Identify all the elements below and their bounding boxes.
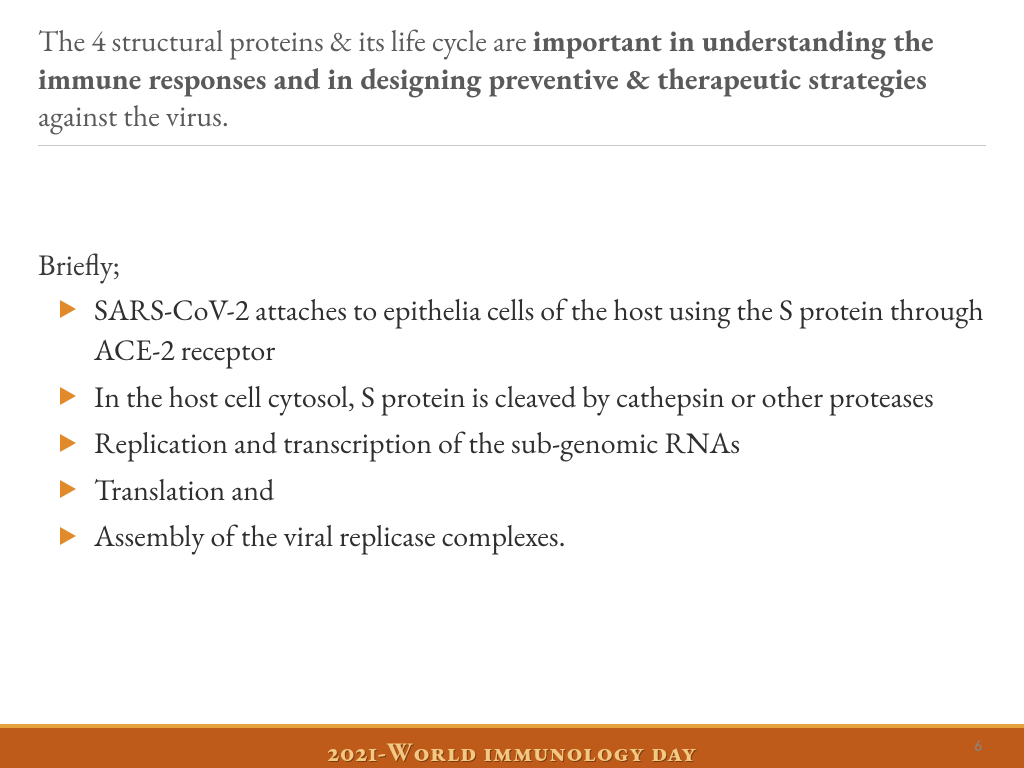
body-block: Briefly; SARS-CoV-2 attaches to epitheli…	[38, 245, 986, 563]
list-item: Assembly of the viral replicase complexe…	[60, 516, 986, 557]
footer-text: 2021-World immunology day	[0, 732, 1024, 768]
bullet-text: SARS-CoV-2 attaches to epithelia cells o…	[94, 290, 984, 370]
bullet-text: Assembly of the viral replicase complexe…	[94, 516, 565, 555]
list-item: SARS-CoV-2 attaches to epithelia cells o…	[60, 290, 986, 371]
bullet-text: In the host cell cytosol, S protein is c…	[94, 377, 934, 416]
bullet-text: Replication and transcription of the sub…	[94, 423, 740, 462]
title-post: against the virus.	[38, 96, 229, 135]
title-block: The 4 structural proteins & its life cyc…	[38, 22, 986, 146]
bullet-list: SARS-CoV-2 attaches to epithelia cells o…	[38, 290, 986, 557]
list-item: Replication and transcription of the sub…	[60, 423, 986, 464]
list-item: Translation and	[60, 470, 986, 511]
bullet-text: Translation and	[94, 470, 274, 509]
list-item: In the host cell cytosol, S protein is c…	[60, 377, 986, 418]
title-pre: The 4 structural proteins & its life cyc…	[38, 21, 533, 60]
slide: The 4 structural proteins & its life cyc…	[0, 0, 1024, 768]
page-number: 6	[974, 738, 982, 756]
body-lead: Briefly;	[38, 245, 986, 286]
footer-bar: 2021-World immunology day	[0, 724, 1024, 768]
